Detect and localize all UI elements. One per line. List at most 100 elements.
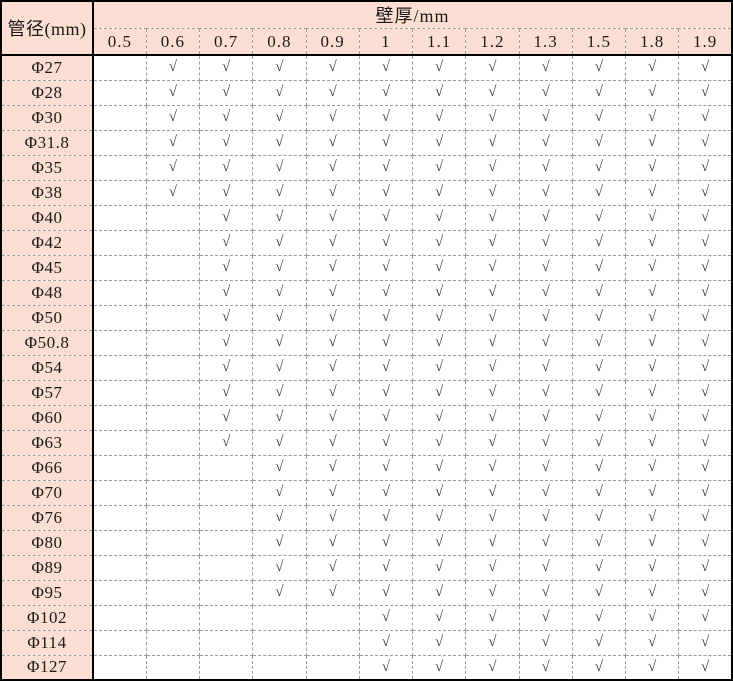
empty-cell bbox=[92, 179, 147, 206]
check-cell: √ bbox=[518, 329, 573, 356]
check-cell: √ bbox=[465, 604, 520, 631]
check-cell: √ bbox=[465, 654, 520, 681]
check-cell: √ bbox=[678, 329, 733, 356]
empty-cell bbox=[198, 554, 254, 581]
column-header-row: 0.5 0.6 0.7 0.8 0.9 1 1.1 1.2 1.3 1.5 1.8 1.9 bbox=[1, 28, 733, 56]
row-label: Φ30 bbox=[0, 104, 94, 131]
empty-cell bbox=[145, 404, 201, 431]
row-label: Φ95 bbox=[0, 579, 94, 606]
check-cell: √ bbox=[465, 79, 520, 106]
check-cell: √ bbox=[571, 379, 627, 406]
empty-cell bbox=[92, 454, 147, 481]
check-cell: √ bbox=[198, 204, 254, 231]
check-cell: √ bbox=[305, 304, 360, 331]
check-cell: √ bbox=[465, 554, 520, 581]
table-body: Φ27 √ √ √ √ √ √ √ √ √ √ √ Φ28 √ √ √ √ √ √ √ √ √ √ √ Φ30 √ √ √ √ √ √ √ √ √… bbox=[0, 54, 733, 681]
check-cell: √ bbox=[465, 104, 520, 131]
check-cell: √ bbox=[465, 254, 520, 281]
check-cell: √ bbox=[252, 379, 307, 406]
check-cell: √ bbox=[411, 54, 467, 81]
check-cell: √ bbox=[465, 429, 520, 456]
check-cell: √ bbox=[358, 229, 414, 256]
check-cell: √ bbox=[358, 404, 414, 431]
check-cell: √ bbox=[465, 129, 520, 156]
col-header-1.9: 1.9 bbox=[678, 28, 733, 56]
check-cell: √ bbox=[145, 54, 201, 81]
empty-cell bbox=[145, 329, 201, 356]
table-row: Φ66 √ √ √ √ √ √ √ √ √ bbox=[0, 454, 733, 481]
check-cell: √ bbox=[305, 254, 360, 281]
check-cell: √ bbox=[518, 529, 573, 556]
check-cell: √ bbox=[145, 104, 201, 131]
check-cell: √ bbox=[411, 554, 467, 581]
check-cell: √ bbox=[624, 379, 680, 406]
check-cell: √ bbox=[518, 554, 573, 581]
check-cell: √ bbox=[624, 629, 680, 656]
row-label: Φ66 bbox=[0, 454, 94, 481]
check-cell: √ bbox=[624, 229, 680, 256]
empty-cell bbox=[198, 629, 254, 656]
check-cell: √ bbox=[465, 629, 520, 656]
check-cell: √ bbox=[624, 54, 680, 81]
check-cell: √ bbox=[518, 354, 573, 381]
check-cell: √ bbox=[305, 479, 360, 506]
empty-cell bbox=[145, 504, 201, 531]
check-cell: √ bbox=[305, 554, 360, 581]
empty-cell bbox=[252, 604, 307, 631]
check-cell: √ bbox=[198, 329, 254, 356]
check-cell: √ bbox=[518, 504, 573, 531]
check-cell: √ bbox=[518, 54, 573, 81]
empty-cell bbox=[145, 529, 201, 556]
empty-cell bbox=[145, 379, 201, 406]
row-label: Φ50 bbox=[0, 304, 94, 331]
check-cell: √ bbox=[518, 654, 573, 681]
row-label: Φ54 bbox=[0, 354, 94, 381]
row-label: Φ76 bbox=[0, 504, 94, 531]
check-cell: √ bbox=[518, 404, 573, 431]
check-cell: √ bbox=[518, 479, 573, 506]
corner-header-pipe-diameter: 管径(mm) bbox=[0, 0, 94, 56]
empty-cell bbox=[305, 604, 360, 631]
check-cell: √ bbox=[518, 304, 573, 331]
check-cell: √ bbox=[678, 504, 733, 531]
check-cell: √ bbox=[411, 204, 467, 231]
check-cell: √ bbox=[198, 54, 254, 81]
empty-cell bbox=[92, 629, 147, 656]
check-cell: √ bbox=[198, 379, 254, 406]
check-cell: √ bbox=[465, 54, 520, 81]
check-cell: √ bbox=[518, 79, 573, 106]
check-cell: √ bbox=[571, 104, 627, 131]
check-cell: √ bbox=[518, 179, 573, 206]
row-label: Φ40 bbox=[0, 204, 94, 231]
row-label: Φ80 bbox=[0, 529, 94, 556]
check-cell: √ bbox=[571, 304, 627, 331]
check-cell: √ bbox=[624, 279, 680, 306]
check-cell: √ bbox=[145, 129, 201, 156]
check-cell: √ bbox=[358, 329, 414, 356]
empty-cell bbox=[145, 454, 201, 481]
check-cell: √ bbox=[305, 129, 360, 156]
empty-cell bbox=[92, 504, 147, 531]
check-cell: √ bbox=[358, 604, 414, 631]
row-label: Φ45 bbox=[0, 254, 94, 281]
check-cell: √ bbox=[358, 529, 414, 556]
table-row: Φ45 √ √ √ √ √ √ √ √ √ √ bbox=[0, 254, 733, 281]
empty-cell bbox=[198, 604, 254, 631]
check-cell: √ bbox=[678, 204, 733, 231]
empty-cell bbox=[92, 79, 147, 106]
check-cell: √ bbox=[305, 54, 360, 81]
check-cell: √ bbox=[518, 429, 573, 456]
check-cell: √ bbox=[305, 79, 360, 106]
row-label: Φ70 bbox=[0, 479, 94, 506]
check-cell: √ bbox=[198, 104, 254, 131]
table-row: Φ95 √ √ √ √ √ √ √ √ √ bbox=[0, 579, 733, 606]
empty-cell bbox=[145, 354, 201, 381]
empty-cell bbox=[145, 554, 201, 581]
table-row: Φ38 √ √ √ √ √ √ √ √ √ √ √ bbox=[0, 179, 733, 206]
empty-cell bbox=[145, 654, 201, 681]
check-cell: √ bbox=[358, 504, 414, 531]
check-cell: √ bbox=[465, 179, 520, 206]
check-cell: √ bbox=[198, 279, 254, 306]
check-cell: √ bbox=[518, 254, 573, 281]
check-cell: √ bbox=[198, 404, 254, 431]
